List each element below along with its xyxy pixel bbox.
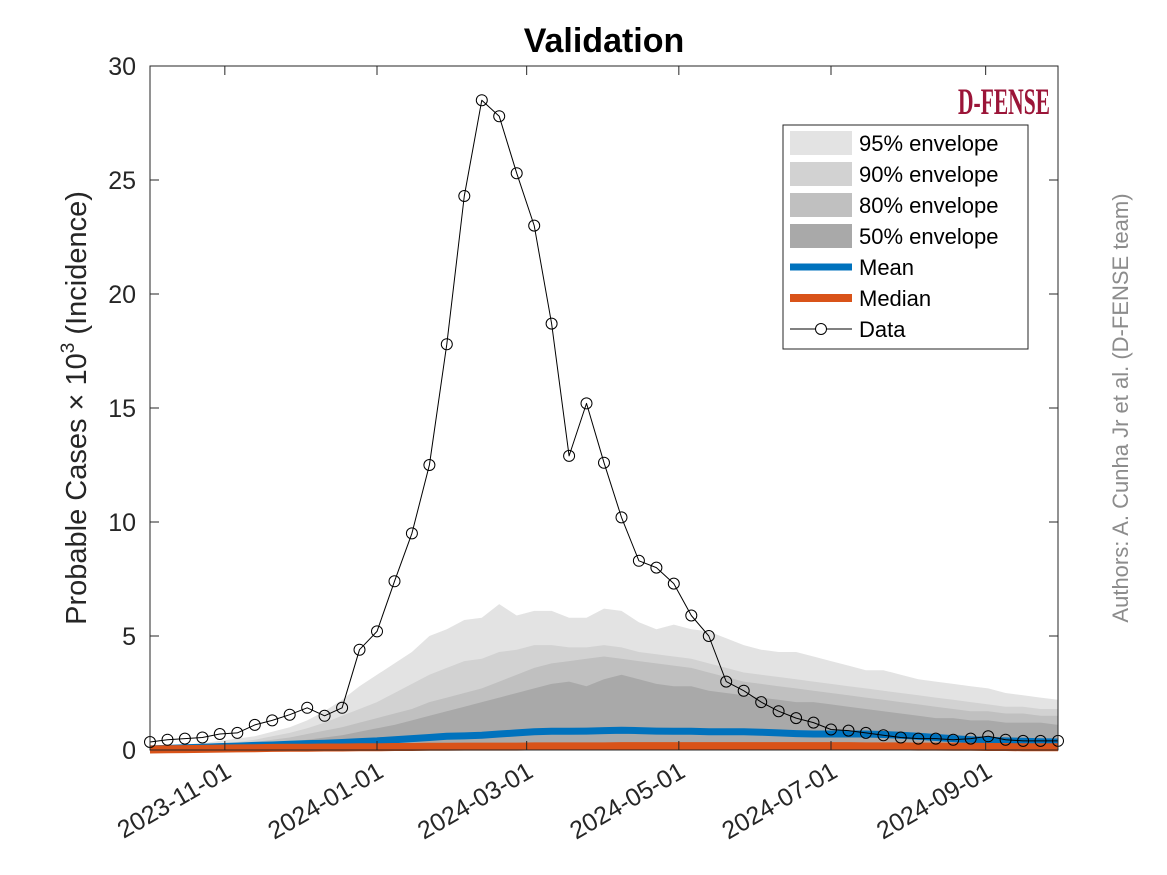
x-tick-label: 2024-07-01 bbox=[717, 757, 842, 845]
legend-label: Mean bbox=[859, 255, 914, 280]
y-tick-label: 15 bbox=[108, 395, 136, 423]
legend-swatch bbox=[790, 131, 852, 155]
legend-label: 90% envelope bbox=[859, 162, 998, 187]
legend-label: Data bbox=[859, 317, 906, 342]
x-tick-label: 2024-01-01 bbox=[263, 757, 388, 845]
x-tick-label: 2024-09-01 bbox=[872, 757, 997, 845]
x-tick-label: 2024-03-01 bbox=[413, 757, 538, 845]
y-tick-label: 30 bbox=[108, 53, 136, 81]
legend-swatch bbox=[790, 162, 852, 186]
legend-item: 95% envelope bbox=[790, 131, 998, 156]
legend-item: 90% envelope bbox=[790, 162, 998, 187]
legend-label: 80% envelope bbox=[859, 193, 998, 218]
y-tick-label: 0 bbox=[122, 737, 136, 765]
legend-label: Median bbox=[859, 286, 931, 311]
authors-note: Authors: A. Cunha Jr et al. (D-FENSE tea… bbox=[1108, 193, 1133, 622]
legend: 95% envelope 90% envelope 80% envelope 50% … bbox=[783, 125, 1028, 349]
legend-swatch bbox=[790, 193, 852, 217]
y-tick-label: 25 bbox=[108, 167, 136, 195]
legend-item: 80% envelope bbox=[790, 193, 998, 218]
x-tick-label: 2024-05-01 bbox=[565, 757, 690, 845]
legend-marker bbox=[816, 324, 827, 335]
legend-swatch bbox=[790, 224, 852, 248]
line-median bbox=[150, 746, 1058, 749]
dfense-logo: D-FENSE bbox=[958, 82, 1050, 123]
x-tick-label: 2023-11-01 bbox=[113, 757, 236, 844]
legend-label: 50% envelope bbox=[859, 224, 998, 249]
y-tick-label: 5 bbox=[122, 623, 136, 651]
legend-label: 95% envelope bbox=[859, 131, 998, 156]
y-tick-label: 20 bbox=[108, 281, 136, 309]
y-axis-label: Probable Cases × 103 (Incidence) bbox=[58, 191, 93, 625]
legend-item: 50% envelope bbox=[790, 224, 998, 249]
y-tick-label: 10 bbox=[108, 509, 136, 537]
chart-title: Validation bbox=[524, 22, 685, 60]
